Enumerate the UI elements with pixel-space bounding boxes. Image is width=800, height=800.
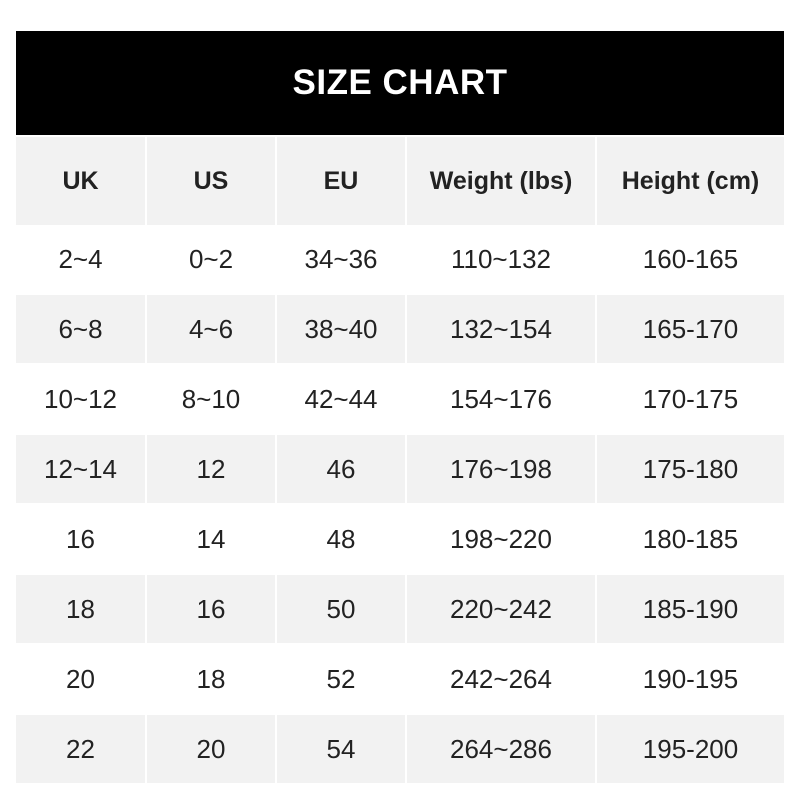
table-cell: 2~4 [58,243,103,274]
table-cell: 180-185 [642,523,739,554]
table-cell: 170-175 [642,383,739,414]
table-cell: 16 [147,575,275,643]
table-cell: 16 [66,523,95,554]
table-cell: 18 [196,663,226,694]
table-cell: 50 [277,575,405,643]
table-cell: 22 [16,715,145,783]
table-cell: 20 [66,663,95,694]
table-cell: 34~36 [304,243,378,274]
table-cell: 264~286 [407,715,595,783]
table-cell: 20 [147,715,275,783]
table-cell: 242~264 [450,663,552,694]
table-cell: 48 [326,523,356,554]
table-cell: 220~242 [407,575,595,643]
table-cell: 176~198 [407,435,595,503]
table-cell: 110~132 [450,243,551,274]
table-cell: 54 [277,715,405,783]
size-chart-title: SIZE CHART [16,31,784,135]
table-cell: 52 [326,663,356,694]
table-cell: 195-200 [597,715,784,783]
table-cell: 175-180 [597,435,784,503]
table-cell: 18 [16,575,145,643]
table-cell: 46 [277,435,405,503]
table-cell: 10~12 [43,383,118,414]
table-cell: 0~2 [188,243,234,274]
table-cell: 185-190 [597,575,784,643]
table-cell: 165-170 [597,295,784,363]
size-chart-table: UK US EU Weight (lbs) Height (cm) 2~4 0~2 34~36… [16,137,784,783]
table-cell: 38~40 [277,295,405,363]
table-cell: 198~220 [450,523,552,554]
column-header: Height (cm) [597,137,784,225]
table-cell: 132~154 [407,295,595,363]
table-cell: 160-165 [642,243,739,274]
column-header: EU [277,137,405,225]
table-cell: 42~44 [304,383,378,414]
column-header: US [147,137,275,225]
column-header: UK [16,137,145,225]
table-cell: 12~14 [16,435,145,503]
table-cell: 154~176 [450,383,552,414]
column-header: Weight (lbs) [407,137,595,225]
table-cell: 6~8 [16,295,145,363]
table-cell: 12 [147,435,275,503]
table-cell: 8~10 [181,383,241,414]
table-cell: 14 [196,523,226,554]
table-cell: 190-195 [642,663,739,694]
table-cell: 4~6 [147,295,275,363]
